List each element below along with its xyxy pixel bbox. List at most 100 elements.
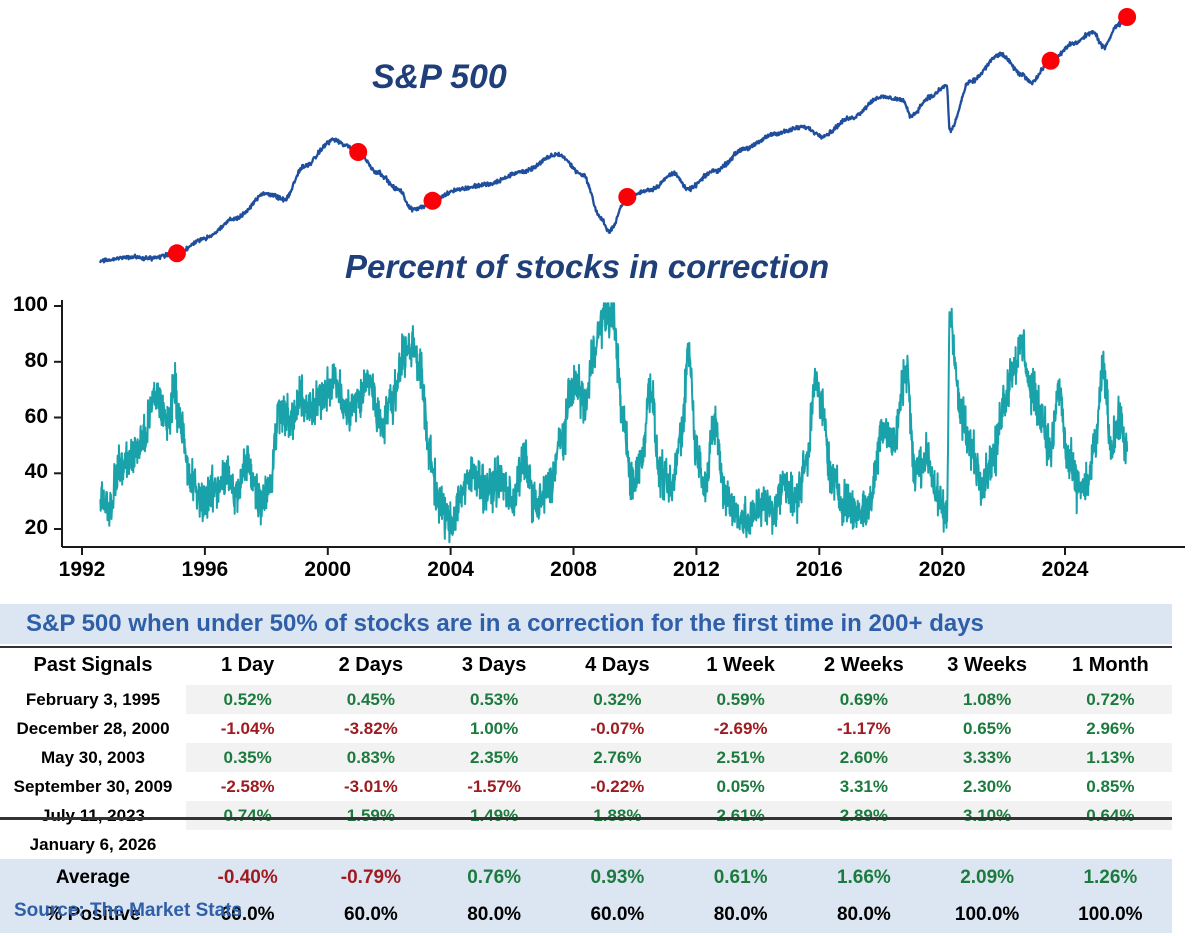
return-cell: 0.64% <box>1048 801 1172 830</box>
signals-table-panel: S&P 500 when under 50% of stocks are in … <box>0 604 1200 936</box>
spx-signal-marker <box>349 143 368 161</box>
return-cell <box>925 830 1049 859</box>
spx-signal-markers <box>167 8 1137 263</box>
return-cell: 0.65% <box>925 714 1049 743</box>
pct-axis-ticks <box>54 305 1066 555</box>
return-cell: 2.96% <box>1048 714 1172 743</box>
signal-date-label: January 6, 2026 <box>0 830 186 859</box>
signal-date-label: July 11, 2023 <box>0 801 186 830</box>
return-cell: 1.88% <box>555 801 679 830</box>
summary-cell: 0.93% <box>555 859 679 896</box>
summary-cell: 60.0% <box>309 896 433 933</box>
return-cell: 2.89% <box>802 801 926 830</box>
return-cell: -1.04% <box>186 714 310 743</box>
table-row: May 30, 2003 0.35% 0.83% 2.35% 2.76% 2.51% 2.6… <box>0 743 1172 772</box>
summary-cell: 60.0% <box>555 896 679 933</box>
summary-label: Average <box>0 859 186 896</box>
table-row: July 11, 2023 0.74% 1.59% 1.49% 1.88% 2.61% 2.… <box>0 801 1172 830</box>
return-cell <box>186 830 310 859</box>
summary-cell: 2.09% <box>925 859 1049 896</box>
spx-signal-marker <box>167 244 186 263</box>
source-note: Source: The Market Stats <box>14 900 243 921</box>
pct-xtick-label: 1992 <box>58 558 106 581</box>
return-cell: 3.31% <box>802 772 926 801</box>
signals-table: Past Signals 1 Day 2 Days 3 Days 4 Days 1 Wee… <box>0 648 1172 933</box>
summary-cell: 0.61% <box>679 859 803 896</box>
return-cell: 2.76% <box>555 743 679 772</box>
return-cell <box>679 830 803 859</box>
summary-cell: 1.26% <box>1048 859 1172 896</box>
table-summary-row: Average -0.40% -0.79% 0.76% 0.93% 0.61% 1.66% 2… <box>0 859 1172 896</box>
signal-date-label: December 28, 2000 <box>0 714 186 743</box>
summary-cell: 60.0% <box>186 896 310 933</box>
pct-xtick-label: 2000 <box>304 558 352 581</box>
signal-date-label: February 3, 1995 <box>0 685 186 714</box>
return-cell: 0.45% <box>309 685 433 714</box>
return-cell <box>309 830 433 859</box>
spx-signal-marker <box>1041 51 1060 70</box>
pct-ytick-label: 20 <box>24 516 48 539</box>
summary-cell: 80.0% <box>802 896 926 933</box>
return-cell: 1.13% <box>1048 743 1172 772</box>
table-summary-row: % Positive 60.0% 60.0% 80.0% 60.0% 80.0% 80.0%… <box>0 896 1172 933</box>
pct-xtick-label: 2004 <box>427 558 474 581</box>
return-cell: 0.69% <box>802 685 926 714</box>
summary-cell: 80.0% <box>679 896 803 933</box>
table-summary: Average -0.40% -0.79% 0.76% 0.93% 0.61% 1.66% 2… <box>0 859 1172 933</box>
charts-panel: S&P 500 Percent of stocks in correction … <box>12 8 1185 581</box>
col-header-3-weeks: 3 Weeks <box>925 648 1049 685</box>
return-cell <box>555 830 679 859</box>
col-header-4-days: 4 Days <box>555 648 679 685</box>
spx-signal-marker <box>423 191 442 210</box>
return-cell: -1.17% <box>802 714 926 743</box>
table-summary-rule <box>0 817 1172 820</box>
col-header-past-signals: Past Signals <box>0 648 186 685</box>
spx-signal-marker <box>1118 8 1137 26</box>
return-cell <box>432 830 556 859</box>
return-cell: 0.72% <box>1048 685 1172 714</box>
return-cell: 0.35% <box>186 743 310 772</box>
return-cell: -2.69% <box>679 714 803 743</box>
pct-xtick-label: 2012 <box>673 558 720 581</box>
return-cell: 1.59% <box>309 801 433 830</box>
return-cell: 0.74% <box>186 801 310 830</box>
return-cell: 0.32% <box>555 685 679 714</box>
pct-ytick-label: 60 <box>24 404 48 428</box>
summary-cell: 80.0% <box>432 896 556 933</box>
pct-xtick-label: 2008 <box>550 558 597 581</box>
table-top-rule <box>0 646 1172 648</box>
pct-xtick-label: 2020 <box>918 558 966 581</box>
summary-cell: 1.66% <box>802 859 926 896</box>
table-body: February 3, 1995 0.52% 0.45% 0.53% 0.32% 0.59… <box>0 685 1172 859</box>
return-cell: -0.22% <box>555 772 679 801</box>
pct-line-series <box>99 302 1129 544</box>
pct-chart-title: Percent of stocks in correction <box>345 248 830 285</box>
signal-date-label: September 30, 2009 <box>0 772 186 801</box>
pct-xtick-label: 2016 <box>795 558 843 581</box>
return-cell: -3.82% <box>309 714 433 743</box>
return-cell: -3.01% <box>309 772 433 801</box>
return-cell: -2.58% <box>186 772 310 801</box>
pct-ytick-label: 100 <box>12 293 48 316</box>
table-row: September 30, 2009 -2.58% -3.01% -1.57% -0.2… <box>0 772 1172 801</box>
return-cell: 0.83% <box>309 743 433 772</box>
pct-xtick-label: 1996 <box>181 558 229 581</box>
summary-label: % Positive <box>0 896 186 933</box>
return-cell: 1.49% <box>432 801 556 830</box>
pct-ytick-label: 80 <box>24 348 48 372</box>
table-row: January 6, 2026 <box>0 830 1172 859</box>
summary-cell: -0.40% <box>186 859 310 896</box>
table-header-row: Past Signals 1 Day 2 Days 3 Days 4 Days 1 Wee… <box>0 648 1172 685</box>
spx-chart-title: S&P 500 <box>372 58 507 96</box>
pct-ytick-label: 40 <box>24 460 48 484</box>
return-cell: -0.07% <box>555 714 679 743</box>
summary-cell: -0.79% <box>309 859 433 896</box>
return-cell: 2.30% <box>925 772 1049 801</box>
summary-cell: 100.0% <box>1048 896 1172 933</box>
charts-svg <box>54 8 1185 555</box>
col-header-2-weeks: 2 Weeks <box>802 648 926 685</box>
table-title: S&P 500 when under 50% of stocks are in … <box>0 604 1172 644</box>
return-cell: 3.33% <box>925 743 1049 772</box>
return-cell: 0.05% <box>679 772 803 801</box>
